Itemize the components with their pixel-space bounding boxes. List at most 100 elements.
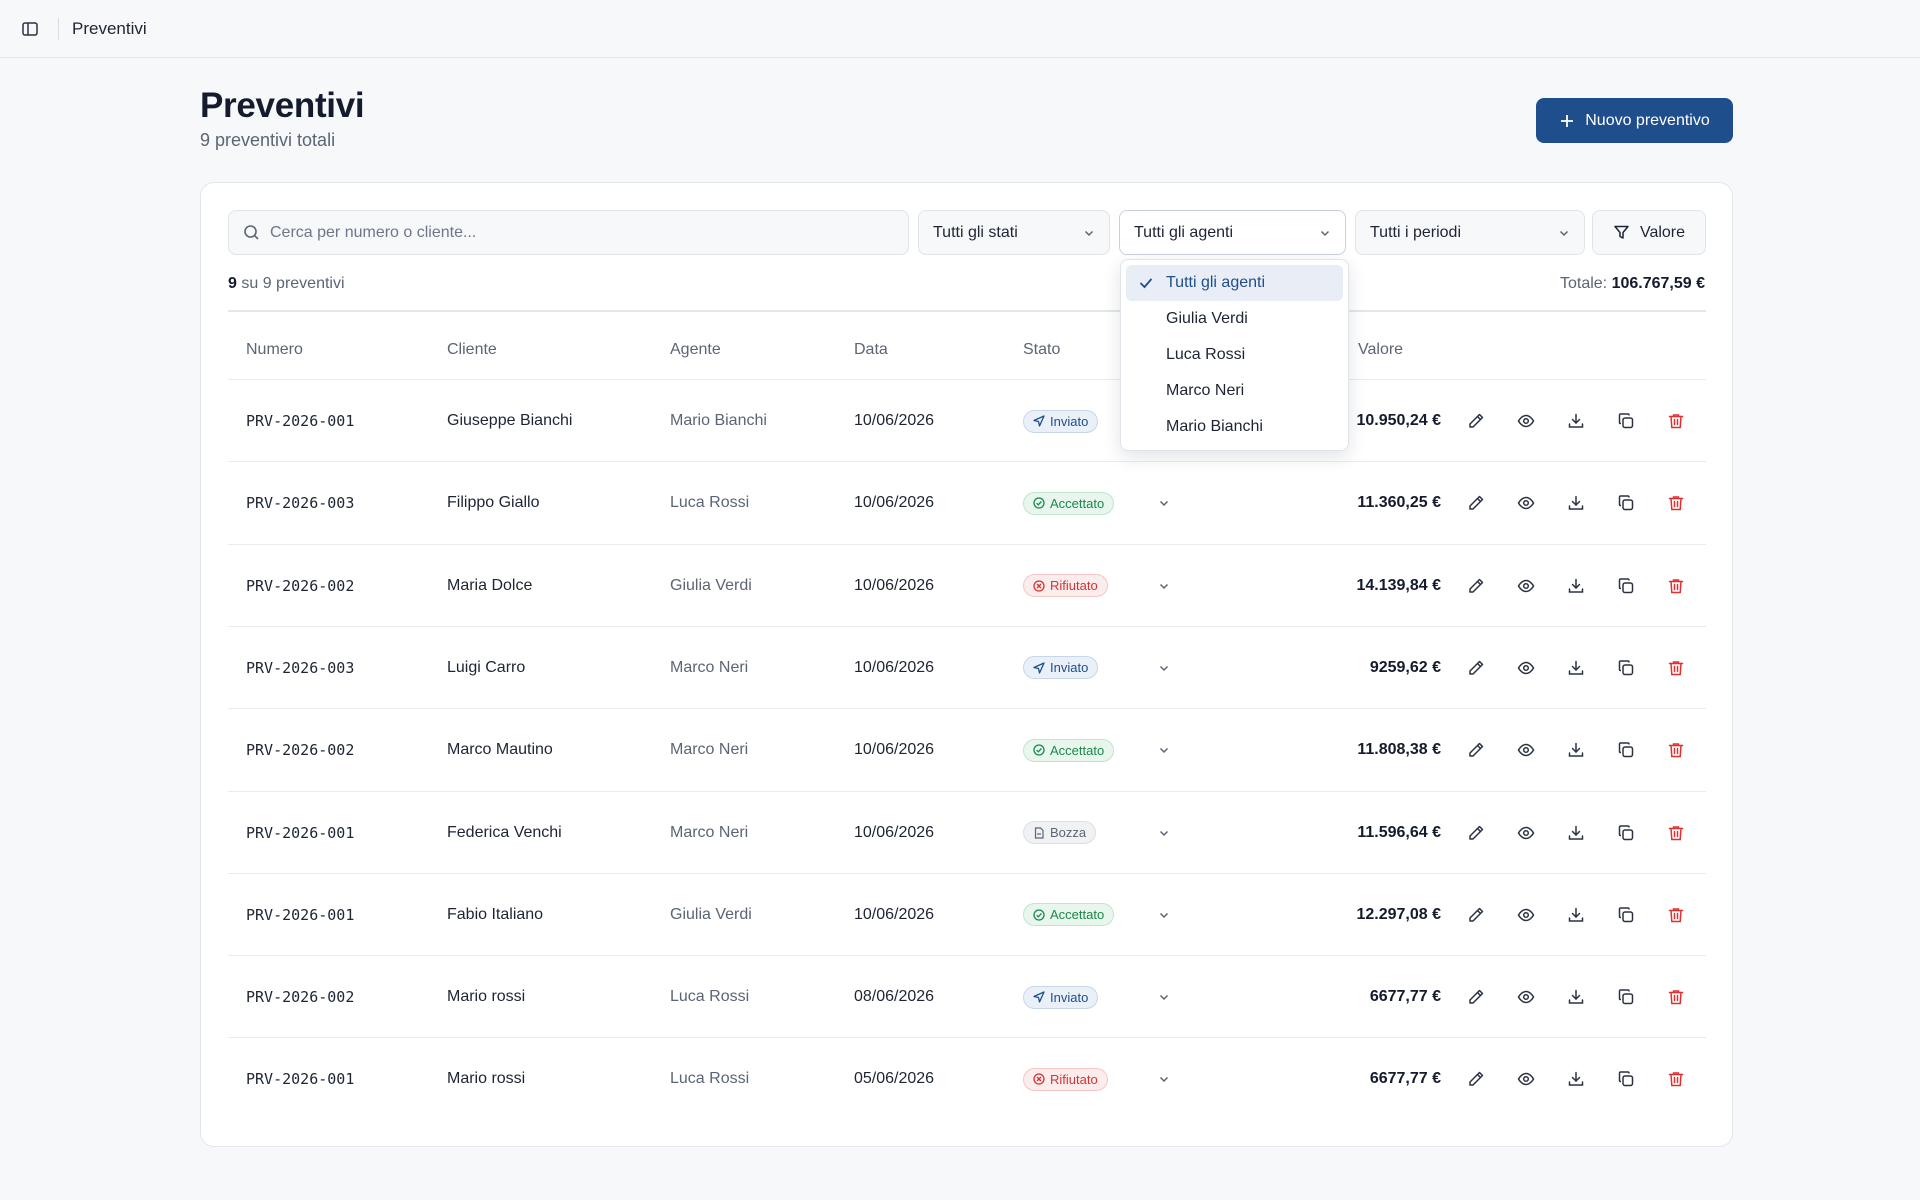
view-icon[interactable] [1501,648,1551,688]
edit-icon[interactable] [1451,977,1501,1017]
status-change-chevron-icon[interactable] [1152,709,1176,791]
delete-icon[interactable] [1651,977,1701,1017]
agent-option[interactable]: Marco Neri [1166,382,1245,399]
status-change-chevron-icon[interactable] [1152,627,1176,709]
download-icon[interactable] [1551,401,1601,441]
view-icon[interactable] [1501,1059,1551,1099]
status-filter-select[interactable]: Tutti gli stati [918,210,1110,255]
download-icon[interactable] [1551,648,1601,688]
send-icon [1033,415,1045,427]
edit-icon[interactable] [1451,648,1501,688]
client-name: Marco Mautino [447,741,553,759]
edit-icon[interactable] [1451,730,1501,770]
column-header-stato[interactable]: Stato [1023,341,1061,358]
agent-option[interactable]: Luca Rossi [1166,346,1246,363]
status-change-chevron-icon[interactable] [1152,874,1176,956]
view-icon[interactable] [1501,566,1551,606]
period-filter-select[interactable]: Tutti i periodi [1355,210,1585,255]
delete-icon[interactable] [1651,483,1701,523]
quote-date: 10/06/2026 [854,576,935,594]
view-icon[interactable] [1501,813,1551,853]
status-change-chevron-icon[interactable] [1152,1038,1176,1120]
edit-icon[interactable] [1451,483,1501,523]
value-filter-label: Valore [1639,223,1686,241]
column-header-agente[interactable]: Agente [670,341,721,358]
download-icon[interactable] [1551,1059,1601,1099]
search-input[interactable] [270,223,890,242]
status-change-chevron-icon[interactable] [1152,545,1176,627]
table-row: PRV-2026-002 Mario rossi Luca Rossi 08/06/2… [228,955,1706,1037]
edit-icon[interactable] [1451,895,1501,935]
client-name: Mario rossi [447,1070,526,1088]
agent-filter-select[interactable]: Tutti gli agenti [1119,210,1346,255]
edit-icon[interactable] [1451,813,1501,853]
agent-name: Luca Rossi [670,988,750,1006]
download-icon[interactable] [1551,895,1601,935]
column-header-data[interactable]: Data [854,341,888,358]
agent-option[interactable]: Mario Bianchi [1166,418,1263,435]
delete-icon[interactable] [1651,730,1701,770]
download-icon[interactable] [1551,483,1601,523]
table-row: PRV-2026-003 Luigi Carro Marco Neri 10/06/2… [228,625,1706,709]
sidebar-toggle-icon[interactable] [20,19,40,39]
status-badge: Accettato [1023,738,1115,762]
status-change-chevron-icon[interactable] [1152,792,1176,874]
duplicate-icon[interactable] [1601,401,1651,441]
duplicate-icon[interactable] [1601,1059,1651,1099]
agent-name: Giulia Verdi [670,905,752,923]
view-icon[interactable] [1501,401,1551,441]
status-change-chevron-icon[interactable] [1152,462,1176,544]
status-badge: Accettato [1023,903,1115,927]
client-name: Federica Venchi [447,823,562,841]
agent-filter-value: Tutti gli agenti [1134,223,1234,241]
agent-name: Mario Bianchi [670,412,767,429]
status-badge: Inviato [1023,985,1099,1009]
duplicate-icon[interactable] [1601,648,1651,688]
quote-date: 10/06/2026 [854,905,935,923]
view-icon[interactable] [1501,977,1551,1017]
status-cell: Accettato [1023,462,1115,544]
quote-date: 10/06/2026 [854,658,935,676]
view-icon[interactable] [1501,483,1551,523]
delete-icon[interactable] [1651,813,1701,853]
status-cell: Inviato [1023,956,1099,1038]
agent-option[interactable]: Giulia Verdi [1166,310,1248,327]
download-icon[interactable] [1551,813,1601,853]
delete-icon[interactable] [1651,1059,1701,1099]
view-icon[interactable] [1501,730,1551,770]
delete-icon[interactable] [1651,648,1701,688]
duplicate-icon[interactable] [1601,895,1651,935]
delete-icon[interactable] [1651,895,1701,935]
duplicate-icon[interactable] [1601,730,1651,770]
table-divider [228,310,1706,312]
delete-icon[interactable] [1651,401,1701,441]
search-box[interactable] [228,210,909,255]
delete-icon[interactable] [1651,566,1701,606]
edit-icon[interactable] [1451,1059,1501,1099]
column-header-valore[interactable]: Valore [1358,341,1404,358]
quote-number: PRV-2026-002 [246,988,355,1007]
agent-name: Giulia Verdi [670,576,752,594]
duplicate-icon[interactable] [1601,483,1651,523]
row-actions [1451,874,1701,956]
view-icon[interactable] [1501,895,1551,935]
download-icon[interactable] [1551,977,1601,1017]
agent-option[interactable]: Tutti gli agenti [1126,265,1343,301]
results-count: 9 su 9 preventivi [228,275,345,292]
duplicate-icon[interactable] [1601,566,1651,606]
edit-icon[interactable] [1451,566,1501,606]
chevron-down-icon [1084,230,1094,236]
column-header-cliente[interactable]: Cliente [447,341,497,358]
status-change-chevron-icon[interactable] [1152,956,1176,1038]
value-filter-button[interactable]: Valore [1592,210,1706,255]
edit-icon[interactable] [1451,401,1501,441]
new-quote-button[interactable]: Nuovo preventivo [1536,98,1733,143]
download-icon[interactable] [1551,566,1601,606]
column-header-numero[interactable]: Numero [246,341,303,358]
duplicate-icon[interactable] [1601,813,1651,853]
row-actions [1451,380,1701,462]
download-icon[interactable] [1551,730,1601,770]
duplicate-icon[interactable] [1601,977,1651,1017]
quotes-card: Tutti gli stati Tutti gli agenti Tutti i… [200,182,1733,1147]
status-cell: Inviato [1023,627,1099,709]
